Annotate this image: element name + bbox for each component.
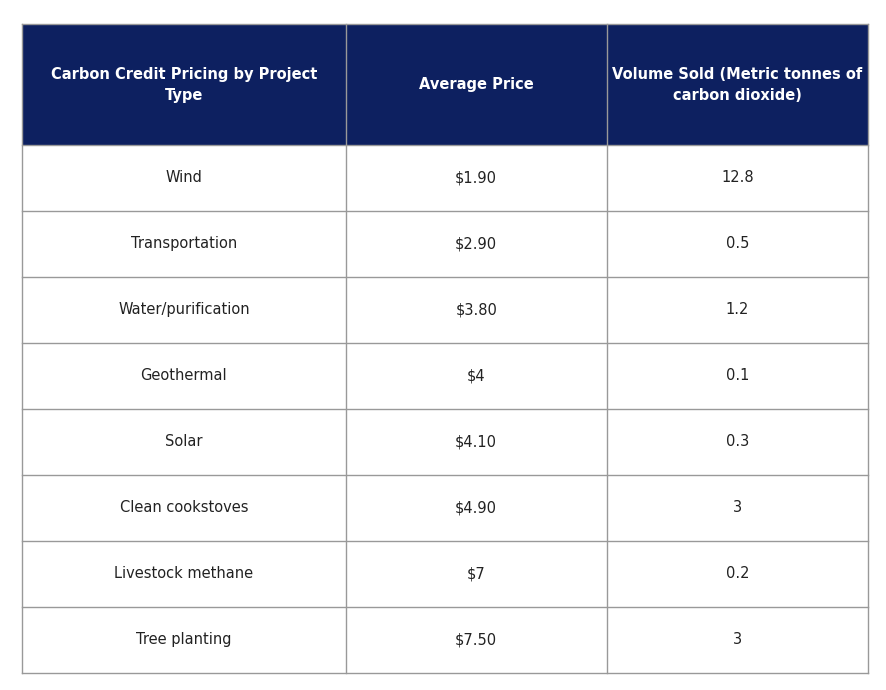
Bar (607, 145, 868, 211)
Bar (22, 475, 346, 541)
Bar (346, 475, 607, 541)
Bar (346, 211, 607, 277)
Text: 0.5: 0.5 (726, 237, 750, 251)
Bar (607, 277, 868, 343)
Text: $1.90: $1.90 (455, 170, 497, 186)
Bar (22, 541, 346, 607)
Bar (607, 607, 868, 673)
Text: Wind: Wind (166, 170, 202, 186)
Bar (22, 607, 346, 673)
Bar (346, 24, 607, 145)
Text: Transportation: Transportation (131, 237, 237, 251)
Bar (22, 145, 346, 211)
Bar (607, 211, 868, 277)
Bar (607, 475, 868, 541)
Bar (346, 343, 607, 408)
Bar (22, 408, 346, 475)
Bar (346, 607, 607, 673)
Text: Geothermal: Geothermal (141, 368, 227, 384)
Bar (607, 541, 868, 607)
Bar (346, 277, 607, 343)
Bar (607, 408, 868, 475)
Bar (22, 343, 346, 408)
Text: Solar: Solar (165, 434, 203, 449)
Text: Tree planting: Tree planting (136, 632, 231, 647)
Text: $4.90: $4.90 (455, 500, 497, 515)
Text: $3.80: $3.80 (455, 302, 497, 317)
Text: Volume Sold (Metric tonnes of
carbon dioxide): Volume Sold (Metric tonnes of carbon dio… (612, 66, 863, 103)
Bar (607, 343, 868, 408)
Text: 1.2: 1.2 (726, 302, 750, 317)
Text: 3: 3 (733, 500, 742, 515)
Text: 0.1: 0.1 (726, 368, 750, 384)
Text: $4: $4 (467, 368, 486, 384)
Text: Carbon Credit Pricing by Project
Type: Carbon Credit Pricing by Project Type (51, 66, 317, 103)
Bar (346, 408, 607, 475)
Text: 3: 3 (733, 632, 742, 647)
Bar (22, 211, 346, 277)
Text: Livestock methane: Livestock methane (114, 566, 253, 581)
Text: 0.3: 0.3 (726, 434, 750, 449)
Text: $7: $7 (467, 566, 486, 581)
Text: $2.90: $2.90 (455, 237, 497, 251)
Text: $4.10: $4.10 (455, 434, 497, 449)
Bar (346, 541, 607, 607)
Text: Clean cookstoves: Clean cookstoves (120, 500, 248, 515)
Text: $7.50: $7.50 (455, 632, 497, 647)
Bar (22, 277, 346, 343)
Text: Average Price: Average Price (419, 77, 533, 92)
Text: 12.8: 12.8 (721, 170, 754, 186)
Text: 0.2: 0.2 (726, 566, 750, 581)
Bar (346, 145, 607, 211)
Bar (607, 24, 868, 145)
Text: Water/purification: Water/purification (118, 302, 250, 317)
Bar (22, 24, 346, 145)
